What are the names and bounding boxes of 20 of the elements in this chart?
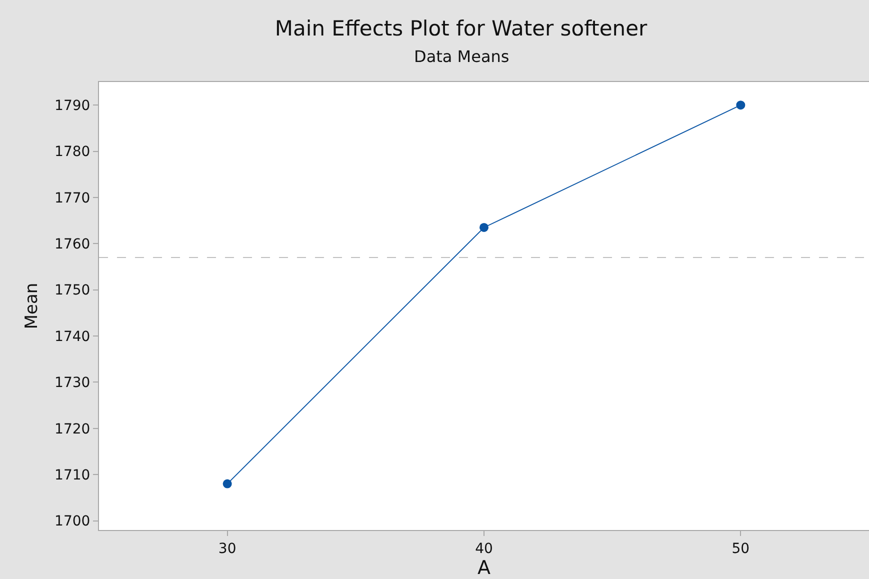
- chart-title: Main Effects Plot for Water softener: [274, 16, 648, 40]
- point: [480, 222, 488, 232]
- y-tick-label: 1760: [54, 236, 90, 253]
- y-tick-label: 1770: [54, 190, 90, 206]
- y-tick-label: 1740: [54, 328, 90, 345]
- y-tick-label: 1720: [54, 421, 90, 438]
- chart-subtitle: Data Means: [414, 47, 510, 66]
- x-axis-title: A: [478, 557, 490, 579]
- x-tick-label: 30: [218, 540, 236, 557]
- y-tick-label: 1710: [54, 467, 90, 484]
- y-tick-label: 1790: [54, 98, 90, 114]
- y-tick-label: 1730: [54, 375, 90, 392]
- x-tick-label: 40: [475, 540, 493, 557]
- y-tick-label: 1750: [54, 282, 90, 299]
- point: [736, 100, 746, 110]
- x-tick-label: 50: [732, 540, 750, 557]
- y-axis-title: Mean: [22, 282, 42, 330]
- point: [222, 479, 232, 488]
- y-tick-label: 1700: [54, 514, 90, 530]
- y-tick-label: 1780: [54, 144, 90, 160]
